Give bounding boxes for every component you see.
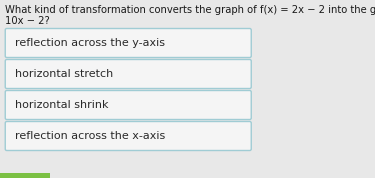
FancyBboxPatch shape bbox=[5, 59, 251, 88]
FancyBboxPatch shape bbox=[5, 28, 251, 57]
FancyBboxPatch shape bbox=[0, 173, 50, 178]
Text: horizontal stretch: horizontal stretch bbox=[15, 69, 113, 79]
Text: reflection across the x-axis: reflection across the x-axis bbox=[15, 131, 165, 141]
Text: 10x − 2?: 10x − 2? bbox=[5, 16, 50, 26]
Text: What kind of transformation converts the graph of f(x) = 2x − 2 into the graph o: What kind of transformation converts the… bbox=[5, 5, 375, 15]
Text: reflection across the y-axis: reflection across the y-axis bbox=[15, 38, 165, 48]
FancyBboxPatch shape bbox=[5, 90, 251, 119]
Text: horizontal shrink: horizontal shrink bbox=[15, 100, 108, 110]
FancyBboxPatch shape bbox=[5, 122, 251, 151]
